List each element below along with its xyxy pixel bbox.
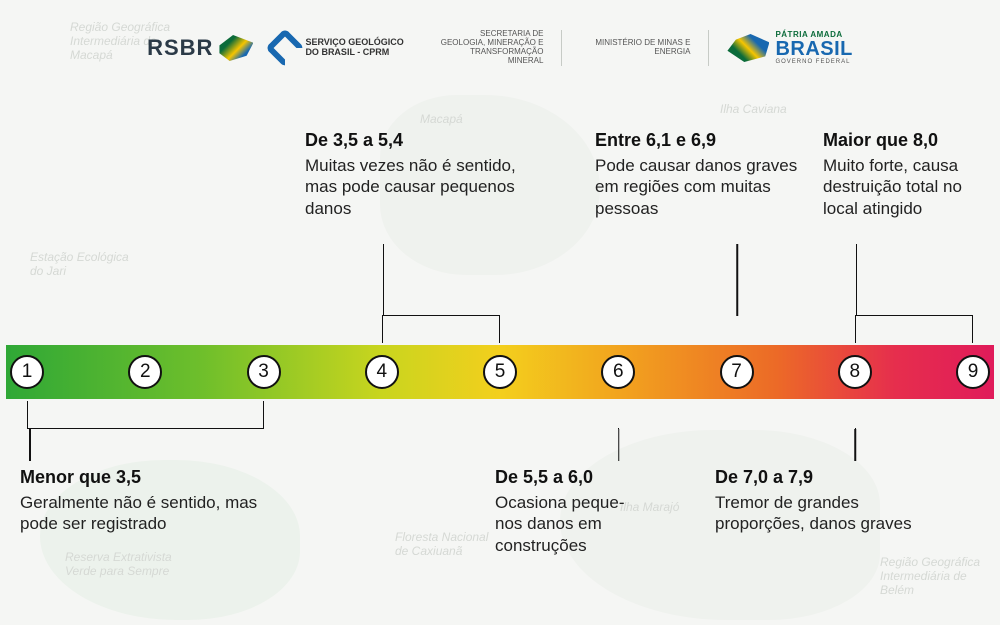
- annotation-title: Entre 6,1 e 6,9: [595, 130, 805, 151]
- header-logos: RSBR SERVIÇO GEOLÓGICO DO BRASIL - CPRM …: [0, 18, 1000, 78]
- scale-point-9: 9: [956, 355, 990, 389]
- ministerio-label: MINISTÉRIO DE MINAS E ENERGIA: [580, 39, 690, 57]
- bracket-r80: [855, 315, 973, 343]
- scale-point-8: 8: [838, 355, 872, 389]
- secretaria-label: SECRETARIA DE GEOLOGIA, MINERAÇÃO E TRAN…: [433, 30, 543, 65]
- scale-point-7: 7: [720, 355, 754, 389]
- bracket-r35: [27, 401, 264, 429]
- annotation-r61_69: Entre 6,1 e 6,9 Pode causar danos graves …: [595, 130, 805, 219]
- rsbr-swoosh-icon: [219, 35, 253, 61]
- bracket-r70_79: [855, 401, 856, 429]
- brasil-big: BRASIL: [775, 39, 852, 59]
- header-divider-2: [708, 30, 709, 66]
- annotation-title: De 3,5 a 5,4: [305, 130, 535, 151]
- annotation-desc: Tremor de grandes proporções, danos grav…: [715, 492, 925, 535]
- scale-point-1: 1: [10, 355, 44, 389]
- bracket-r61_69: [737, 315, 738, 343]
- bracket-r35_54: [382, 315, 500, 343]
- scale-point-5: 5: [483, 355, 517, 389]
- annotation-title: Menor que 3,5: [20, 467, 290, 488]
- annotation-r35: Menor que 3,5 Geralmente não é sentido, m…: [20, 467, 290, 535]
- logo-brasil: PÁTRIA AMADA BRASIL GOVERNO FEDERAL: [727, 31, 852, 65]
- brasil-flag-icon: [727, 34, 769, 62]
- annotation-title: De 7,0 a 7,9: [715, 467, 925, 488]
- annotation-desc: Pode causar danos graves em regiões com …: [595, 155, 805, 219]
- annotation-r80: Maior que 8,0 Muito forte, causa destruiç…: [823, 130, 998, 219]
- bracket-r55_60: [618, 401, 619, 429]
- logo-rsbr: RSBR: [147, 35, 253, 61]
- annotation-r35_54: De 3,5 a 5,4 Muitas vezes não é sentido, …: [305, 130, 535, 219]
- annotation-desc: Muitas vezes não é sentido, mas pode cau…: [305, 155, 535, 219]
- map-label: Região Geográfica Intermediária de Belém: [880, 555, 990, 597]
- rsbr-label: RSBR: [147, 35, 213, 61]
- scale-point-6: 6: [601, 355, 635, 389]
- annotation-title: Maior que 8,0: [823, 130, 998, 151]
- scale-circles: 1 2 3 4 5 6 7 8 9: [6, 345, 994, 399]
- annotation-desc: Geralmente não é sentido, mas pode ser r…: [20, 492, 290, 535]
- scale-point-3: 3: [247, 355, 281, 389]
- annotation-r70_79: De 7,0 a 7,9 Tremor de grandes proporções…: [715, 467, 925, 535]
- map-label: Macapá: [420, 112, 463, 126]
- scale-point-2: 2: [128, 355, 162, 389]
- annotation-title: De 5,5 a 6,0: [495, 467, 675, 488]
- header-divider-1: [561, 30, 562, 66]
- logo-cprm: SERVIÇO GEOLÓGICO DO BRASIL - CPRM: [271, 34, 415, 62]
- annotation-desc: Ocasiona peque- nos danos em construções: [495, 492, 675, 556]
- map-label: Reserva Extrativista Verde para Sempre: [65, 550, 175, 578]
- cprm-icon: [266, 28, 306, 68]
- map-label: Floresta Nacional de Caxiuanã: [395, 530, 505, 558]
- annotation-r55_60: De 5,5 a 6,0 Ocasiona peque- nos danos em…: [495, 467, 675, 556]
- map-label: Estação Ecológica do Jari: [30, 250, 140, 278]
- annotation-desc: Muito forte, causa destruição total no l…: [823, 155, 998, 219]
- scale-bar: 1 2 3 4 5 6 7 8 9: [6, 345, 994, 399]
- map-label: Ilha Caviana: [720, 102, 787, 116]
- cprm-label: SERVIÇO GEOLÓGICO DO BRASIL - CPRM: [305, 38, 415, 58]
- scale-point-4: 4: [365, 355, 399, 389]
- brasil-sub: GOVERNO FEDERAL: [775, 59, 852, 65]
